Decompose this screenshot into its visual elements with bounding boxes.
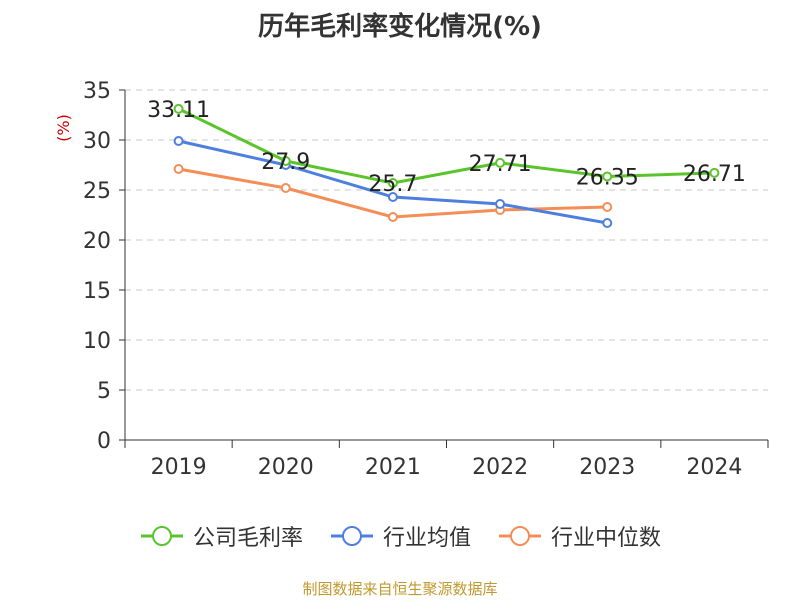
data-point-1-2022 [495,199,506,209]
data-labels: 33.11 27.9 25.7 27.71 26.35 26.71 [147,98,746,197]
legend-label-gross-margin: 公司毛利率 [192,526,303,551]
legend-item-industry-mean[interactable]: 行业均值 [329,520,471,552]
x-tick-label-2022: 2022 [472,455,528,480]
data-point-1-2019 [173,136,184,146]
y-tick-label-5: 5 [97,379,111,404]
y-tick-label-15: 15 [83,279,111,304]
legend-marker-industry-mean [330,526,373,546]
y-tick-label-20: 20 [83,229,111,254]
legend-item-gross-margin[interactable]: 公司毛利率 [139,520,303,552]
legend-label-industry-mean: 行业均值 [382,526,471,551]
y-tick-label-25: 25 [83,179,111,204]
data-point-0-2020 [280,156,291,166]
x-tick-label-2020: 2020 [258,455,314,480]
data-label-2020: 27.9 [261,150,310,175]
legend-item-industry-median[interactable]: 行业中位数 [497,520,661,552]
data-label-2021: 25.7 [368,172,417,197]
data-point-1-2021 [387,192,398,202]
series-line-0 [177,107,715,185]
data-label-2024: 26.71 [683,162,746,187]
legend-marker-gross-margin [140,526,183,546]
x-tick-label-2019: 2019 [151,455,207,480]
data-point-2-2019 [173,164,184,174]
x-tick-label-2021: 2021 [365,455,421,480]
grid-lines [125,89,768,391]
legend-marker-industry-median [499,526,541,546]
data-point-0-2019 [173,103,184,114]
series-lines [173,103,720,228]
data-point-2-2021 [387,212,398,222]
x-tick-label-2023: 2023 [579,455,635,480]
data-point-2-2023 [602,202,613,212]
data-point-0-2022 [495,157,506,168]
y-tick-label-0: 0 [97,429,111,454]
series-0 [173,103,720,188]
x-tick-label-2024: 2024 [686,455,742,480]
y-tick-label-30: 30 [83,129,111,154]
chart-title: 历年毛利率变化情况(%) [258,12,542,42]
y-tick-label-10: 10 [83,329,111,354]
data-label-2023: 26.35 [576,166,639,191]
data-label-2019: 33.11 [147,98,210,123]
data-source-note: 制图数据来自恒生聚源数据库 [302,580,498,598]
axes: 0 5 10 15 20 25 30 35 (%) 2019 2020 2021 2022 2023 202… [54,79,769,480]
data-point-1-2023 [602,218,613,228]
data-label-2022: 27.71 [469,152,532,177]
data-point-0-2024 [709,167,720,178]
legend: 公司毛利率 行业均值 行业中位数 [0,520,800,552]
data-point-2-2020 [280,183,291,193]
y-axis-label: (%) [54,114,73,142]
data-point-0-2023 [602,171,613,182]
legend-label-industry-median: 行业中位数 [551,526,662,551]
y-tick-label-35: 35 [83,79,111,104]
data-point-0-2021 [387,178,398,188]
